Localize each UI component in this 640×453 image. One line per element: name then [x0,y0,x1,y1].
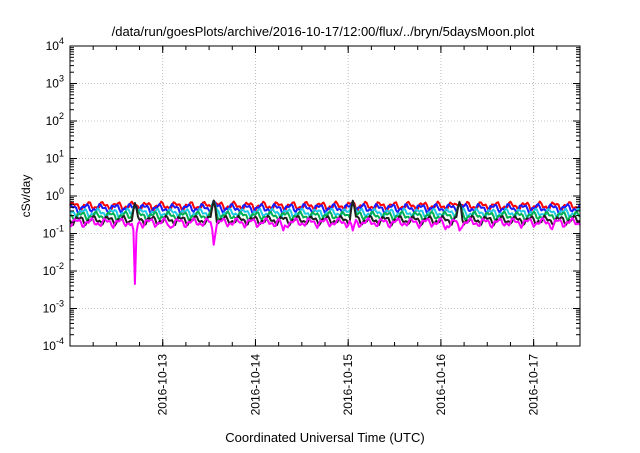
y-axis-label: cSv/day [19,175,33,218]
series-layer [69,199,581,285]
x-tick-label: 2016-10-17 [527,354,541,416]
x-tick-label: 2016-10-14 [248,354,262,416]
grid [70,46,580,346]
y-tick-label: 103 [46,74,64,91]
x-tick-label: 2016-10-13 [156,354,170,416]
x-tick-labels: 2016-10-13 2016-10-14 2016-10-15 2016-10-16… [156,354,541,416]
x-tick-label: 2016-10-15 [341,354,355,416]
y-tick-label: 10-4 [43,336,64,353]
chart-title: /data/run/goesPlots/archive/2016-10-17/1… [112,24,535,39]
x-axis-label: Coordinated Universal Time (UTC) [225,430,424,445]
y-tick-label: 100 [46,186,64,203]
y-tick-label: 10-2 [43,261,64,278]
y-tick-label: 10-3 [43,299,64,316]
y-tick-label: 10-1 [43,224,64,241]
y-tick-label: 104 [46,36,64,53]
series-line [69,217,581,285]
y-tick-label: 101 [46,149,64,166]
y-tick-label: 102 [46,111,64,128]
x-tick-label: 2016-10-16 [434,354,448,416]
ticks [70,45,580,347]
y-tick-labels: 10-4 10-3 10-2 10-1 100 101 102 103 104 [43,36,64,353]
